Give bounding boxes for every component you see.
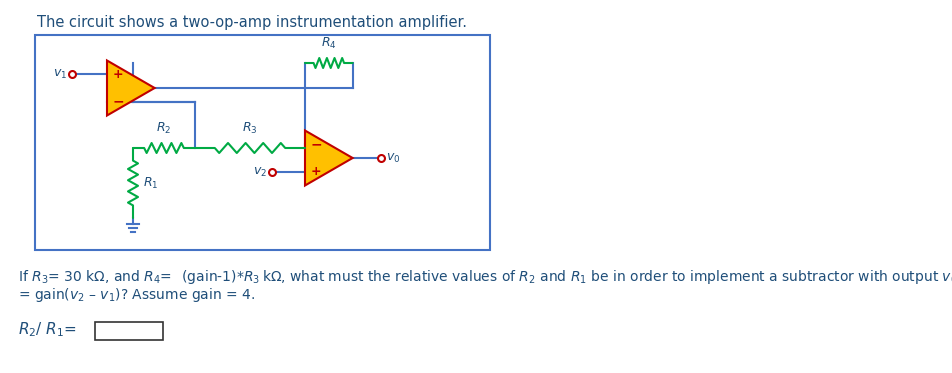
Text: $R_3$: $R_3$: [242, 121, 258, 136]
Text: If $R_3$= 30 kΩ, and $R_4$=   (gain-1)*$R_3$ kΩ, what must the relative values o: If $R_3$= 30 kΩ, and $R_4$= (gain-1)*$R_…: [18, 268, 952, 286]
Polygon shape: [107, 60, 154, 116]
Text: $R_2$/ $R_1$=: $R_2$/ $R_1$=: [18, 321, 77, 339]
Text: $v_0$: $v_0$: [386, 151, 400, 164]
Text: $R_4$: $R_4$: [321, 36, 337, 51]
Text: $R_1$: $R_1$: [143, 175, 158, 191]
Text: −: −: [311, 137, 323, 151]
Text: −: −: [113, 95, 125, 109]
Text: +: +: [113, 68, 124, 81]
Text: $v_2$: $v_2$: [253, 166, 267, 179]
Text: $R_2$: $R_2$: [156, 121, 171, 136]
Polygon shape: [305, 131, 352, 185]
Text: = gain($v_2$ – $v_1$)? Assume gain = 4.: = gain($v_2$ – $v_1$)? Assume gain = 4.: [18, 286, 255, 304]
Text: The circuit shows a two-op-amp instrumentation amplifier.: The circuit shows a two-op-amp instrumen…: [37, 15, 467, 29]
FancyBboxPatch shape: [95, 322, 163, 340]
Text: $v_1$: $v_1$: [53, 68, 67, 81]
Text: +: +: [311, 165, 322, 178]
